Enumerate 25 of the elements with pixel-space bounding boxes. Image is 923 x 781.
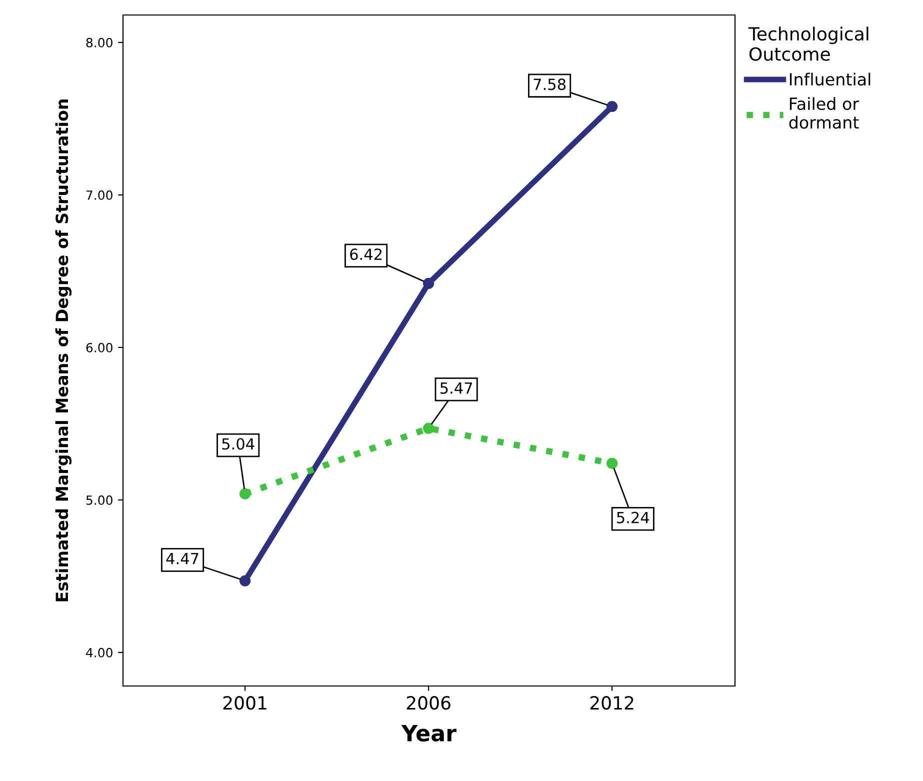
point <box>606 458 618 469</box>
x-tick-label: 2001 <box>223 696 266 710</box>
data-label: 5.04 <box>222 438 254 450</box>
data-label: 7.58 <box>534 78 566 90</box>
y-tick-label: 6.00 <box>86 342 112 352</box>
y-tick-label: 5.00 <box>86 495 112 505</box>
point <box>239 575 251 586</box>
y-axis-title: Estimated Marginal Means of Degree of Structuration <box>55 100 72 602</box>
point <box>422 422 434 434</box>
y-tick-label: 8.00 <box>86 38 112 48</box>
x-tick-label: 2012 <box>590 696 634 710</box>
data-label: 5.47 <box>440 382 472 394</box>
data-label: 5.24 <box>617 512 650 524</box>
legend-title: Technological Outcome <box>748 26 868 61</box>
point <box>239 488 251 500</box>
legend-label: Failed or dormant <box>789 97 860 129</box>
legend-label: Influential <box>790 72 870 86</box>
y-tick-label: 4.00 <box>86 648 112 658</box>
data-label: 4.47 <box>166 553 198 564</box>
x-axis-title: Year <box>401 724 456 742</box>
data-label: 6.42 <box>350 248 382 260</box>
point <box>422 278 434 289</box>
y-tick-label: 7.00 <box>86 190 112 200</box>
point <box>606 100 618 112</box>
x-tick-label: 2006 <box>406 696 450 710</box>
